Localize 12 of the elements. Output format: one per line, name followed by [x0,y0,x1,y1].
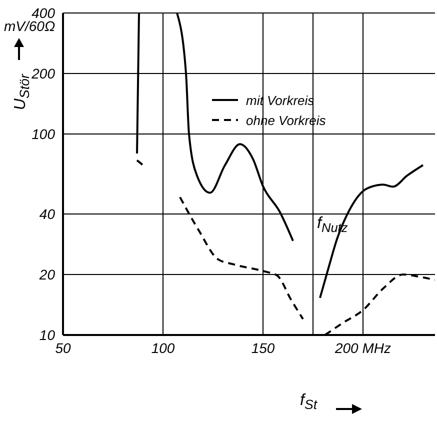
x-tick-label: 100 [151,340,175,356]
x-tick-label: 50 [55,340,71,356]
y-tick-label: 400 [32,4,56,21]
text: mV/60Ω [4,18,56,34]
x-tick-label: 150 [251,340,275,356]
y-tick-label: 20 [38,266,56,282]
x-axis-title: f$_{St}$ [300,392,318,412]
x-tick-label: 200 MHz [334,340,392,356]
y-tick-label: 200 [30,65,56,82]
y-tick-label: 40 [39,206,56,222]
y-tick-label: 100 [32,126,56,142]
y-tick-label: 10 [39,326,56,343]
